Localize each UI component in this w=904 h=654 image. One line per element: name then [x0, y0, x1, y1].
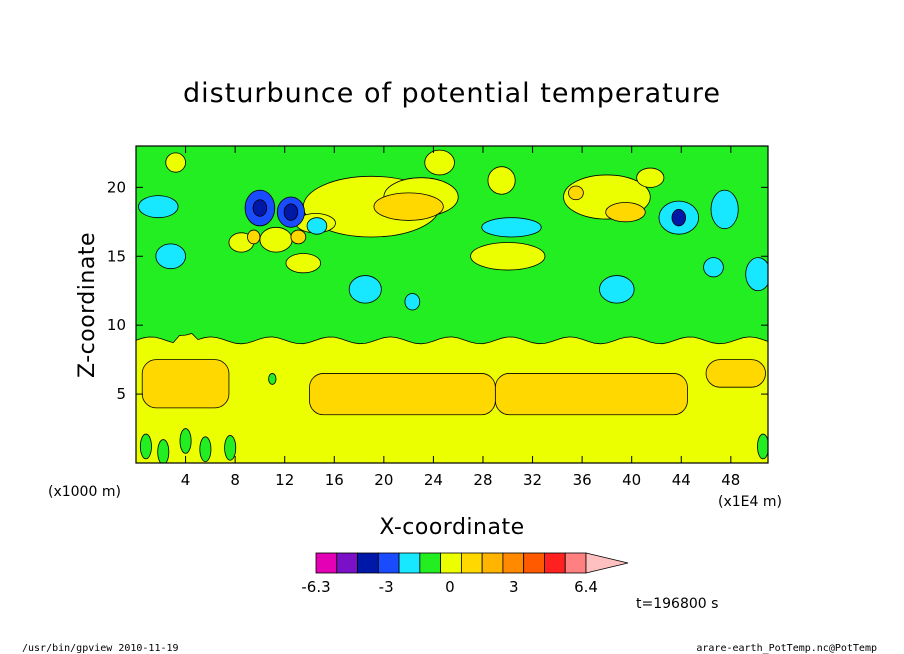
colorbar-tick-labels: -6.3 -3 0 3 6.4 [301, 578, 598, 596]
colorbar-swatch [523, 552, 545, 574]
colorbar-tick-label: 6.4 [574, 578, 598, 596]
cold-cell [348, 275, 382, 304]
low-green-cell [139, 433, 152, 460]
x-axis: 4 8 12 16 20 24 28 32 36 40 44 48 [181, 146, 740, 489]
x-tick-label: 16 [325, 471, 344, 489]
warm-upper-cell [470, 242, 546, 271]
colorbar-swatch [377, 552, 400, 574]
footer-right: arare-earth_PotTemp.nc@PotTemp [696, 643, 877, 654]
low-green-cell [199, 436, 212, 463]
x-scale-note: (x1E4 m) [718, 494, 782, 510]
x-tick-label: 12 [275, 471, 294, 489]
warm-upper-cell [424, 149, 455, 176]
x-tick-label: 20 [374, 471, 393, 489]
y-tick-label: 10 [107, 316, 126, 334]
colorbar-tick-label: -3 [379, 578, 394, 596]
warm-core-cell [568, 185, 584, 201]
x-tick-label: 32 [523, 471, 542, 489]
cold-cell [599, 275, 635, 304]
cold-cell [404, 293, 421, 311]
warm-core-cell [373, 192, 444, 221]
cold-cell [703, 257, 724, 278]
y-tick-label: 20 [107, 178, 126, 196]
warm-pool [494, 373, 688, 416]
low-green-cell [179, 428, 192, 454]
time-label: t=196800 s [636, 596, 718, 612]
plot-frame [135, 145, 769, 464]
low-green-cell [224, 435, 237, 461]
warm-core-cell [247, 229, 261, 245]
footer-left: /usr/bin/gpview 2010-11-19 [22, 643, 179, 654]
cold-peak-cell [252, 199, 268, 217]
warm-core-cell [290, 229, 307, 245]
x-axis-title: X-coordinate [379, 515, 524, 540]
warm-upper-cell [487, 166, 516, 195]
colorbar-swatch [336, 552, 358, 574]
x-tick-label: 4 [181, 471, 191, 489]
colorbar-swatch [481, 552, 504, 574]
x-tick-label: 48 [721, 471, 740, 489]
y-axis: 5 10 15 20 [107, 178, 768, 403]
colorbar-tick-label: 3 [509, 578, 519, 596]
colorbar-extend-arrow [585, 552, 629, 574]
x-tick-label: 28 [473, 471, 492, 489]
warm-upper-cell [285, 253, 322, 274]
colorbar-swatch [315, 552, 338, 574]
low-green-cell [157, 439, 170, 463]
low-green-cell [268, 373, 277, 385]
cold-cell [745, 257, 768, 292]
warm-pool [141, 359, 230, 409]
chart-title: disturbunce of potential temperature [183, 78, 721, 109]
y-tick-label: 15 [107, 247, 126, 265]
colorbar-swatch [544, 552, 566, 574]
warm-upper-cell [165, 152, 186, 173]
x-tick-label: 24 [424, 471, 443, 489]
colorbar-swatch [419, 552, 442, 574]
low-green-cell [757, 433, 768, 460]
colorbar-swatch [398, 552, 421, 574]
cold-cell [306, 217, 328, 235]
x-unit-label: (x1000 m) [48, 484, 121, 500]
cold-cell [710, 189, 739, 230]
x-tick-label: 36 [573, 471, 592, 489]
y-axis-title: Z-coordinate [75, 232, 100, 378]
warm-upper-cell [636, 167, 665, 188]
cold-cell [138, 195, 179, 219]
colorbar-swatch [460, 552, 483, 574]
x-tick-label: 8 [230, 471, 240, 489]
x-tick-label: 40 [622, 471, 641, 489]
colorbar-tick-label: -6.3 [301, 578, 330, 596]
cold-cell [155, 243, 186, 270]
warm-pool [705, 359, 766, 388]
warm-core-cell [605, 202, 646, 223]
y-tick-label: 5 [116, 385, 126, 403]
cold-peak-cell [671, 209, 686, 227]
colorbar-swatch [502, 552, 525, 574]
colorbar-swatch [357, 552, 379, 574]
cold-peak-cell [283, 203, 299, 221]
colorbar-swatch [564, 552, 587, 574]
cold-cell [481, 217, 542, 238]
x-tick-label: 44 [672, 471, 691, 489]
warm-upper-cell [259, 226, 293, 253]
colorbar [315, 552, 629, 574]
warm-pool [309, 373, 496, 416]
heatmap-field [136, 146, 768, 463]
colorbar-tick-label: 0 [445, 578, 455, 596]
colorbar-swatch [440, 552, 462, 574]
